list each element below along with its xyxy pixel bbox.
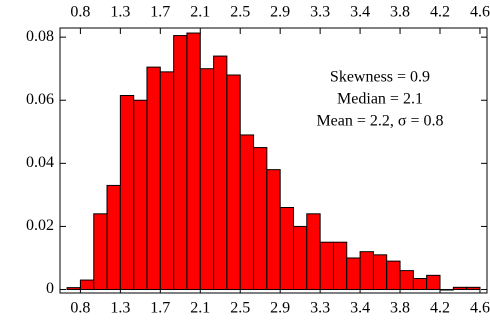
x-tick-label: 1.3 xyxy=(110,300,130,317)
x-tick-label: 2.1 xyxy=(190,300,210,317)
y-tick-label: 0.06 xyxy=(26,91,54,108)
bar xyxy=(119,95,135,291)
x-tick-label-top: 3.4 xyxy=(350,4,370,21)
x-tick-label-top: 4.6 xyxy=(470,4,490,21)
y-tick-label: 0.04 xyxy=(26,154,54,171)
x-tick-label: 3.4 xyxy=(350,300,370,317)
bar xyxy=(279,207,295,291)
x-tick-label-top: 3.3 xyxy=(310,4,330,21)
bar xyxy=(146,66,161,291)
bar xyxy=(133,99,148,291)
bar xyxy=(159,71,175,291)
bar xyxy=(439,289,454,291)
bar xyxy=(186,32,201,291)
bar xyxy=(79,279,95,291)
bar xyxy=(173,35,188,291)
x-tick-label-top: 0.8 xyxy=(70,4,90,21)
bar xyxy=(386,260,401,291)
bar xyxy=(66,287,81,291)
x-tick-label-top: 1.3 xyxy=(110,4,130,21)
bar xyxy=(426,274,441,291)
annotation: Mean = 2.2, σ = 0.8 xyxy=(316,113,443,130)
bar xyxy=(106,184,121,291)
bar xyxy=(466,286,481,291)
bar xyxy=(199,68,215,291)
bar xyxy=(306,213,321,291)
bar xyxy=(293,225,308,291)
bar xyxy=(266,169,281,291)
bar xyxy=(239,134,255,291)
y-tick-label: 0.08 xyxy=(26,28,54,45)
annotation: Skewness = 0.9 xyxy=(330,69,430,86)
x-tick-label-top: 1.7 xyxy=(150,4,170,21)
x-tick-label: 2.9 xyxy=(270,300,290,317)
x-tick-label-top: 3.8 xyxy=(390,4,410,21)
bar xyxy=(412,277,428,291)
x-tick-label-top: 2.1 xyxy=(190,4,210,21)
plot-frame xyxy=(59,27,488,294)
x-tick-label: 3.3 xyxy=(310,300,330,317)
x-tick-label-top: 4.2 xyxy=(430,4,450,21)
x-tick-label-top: 2.5 xyxy=(230,4,250,21)
x-tick-label: 2.5 xyxy=(230,300,250,317)
bar xyxy=(359,251,374,291)
x-tick-label: 4.6 xyxy=(470,300,490,317)
x-tick-label-top: 2.9 xyxy=(270,4,290,21)
annotation: Median = 2.1 xyxy=(337,91,423,108)
x-tick-label: 1.7 xyxy=(150,300,170,317)
bar xyxy=(93,213,108,291)
x-tick-label: 0.8 xyxy=(70,300,90,317)
bar xyxy=(399,270,414,291)
bar xyxy=(253,147,268,291)
bar xyxy=(319,241,334,291)
y-tick-label: 0.02 xyxy=(26,217,54,234)
x-tick-label: 4.2 xyxy=(430,300,450,317)
bar xyxy=(372,254,388,291)
bar xyxy=(346,257,361,291)
bar xyxy=(332,241,348,291)
y-tick-label: 0 xyxy=(46,280,54,297)
x-tick-label: 3.8 xyxy=(390,300,410,317)
bar xyxy=(226,74,241,291)
bar xyxy=(213,55,228,291)
bar xyxy=(452,286,468,291)
